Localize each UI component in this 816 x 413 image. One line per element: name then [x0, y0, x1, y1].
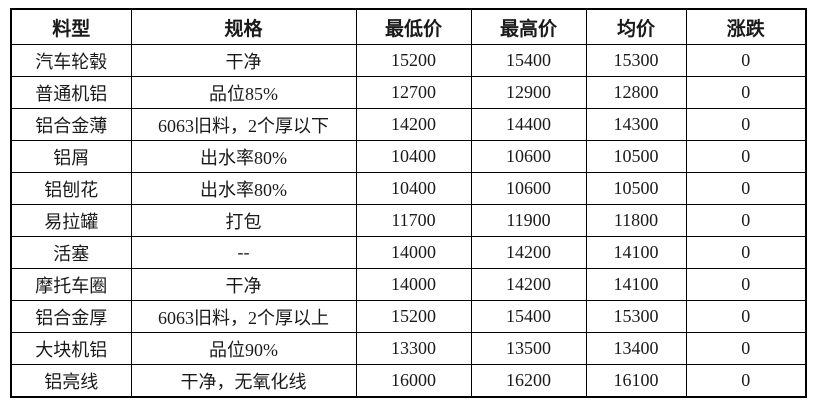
cell-spec: 干净	[130, 268, 357, 301]
cell-min-price: 14200	[355, 108, 472, 141]
cell-spec: 打包	[130, 204, 357, 237]
cell-material: 易拉罐	[10, 204, 132, 237]
cell-change: 0	[685, 364, 807, 398]
cell-material: 摩托车圈	[10, 268, 132, 301]
cell-avg-price: 13400	[585, 332, 687, 365]
cell-avg-price: 15300	[585, 300, 687, 333]
column-header-max-price: 最高价	[470, 8, 587, 45]
cell-max-price: 10600	[470, 140, 587, 173]
cell-spec: 6063旧料，2个厚以下	[130, 108, 357, 141]
cell-max-price: 14200	[470, 236, 587, 269]
table-row: 普通机铝 品位85% 12700 12900 12800 0	[10, 76, 807, 109]
column-header-change: 涨跌	[685, 8, 807, 45]
table-body: 汽车轮毂 干净 15200 15400 15300 0 普通机铝 品位85% 12700 1290…	[10, 44, 807, 398]
table-row: 铝亮线 干净，无氧化线 16000 16200 16100 0	[10, 364, 807, 398]
cell-spec: --	[130, 236, 357, 269]
column-header-min-price: 最低价	[355, 8, 472, 45]
cell-min-price: 10400	[355, 140, 472, 173]
cell-avg-price: 10500	[585, 140, 687, 173]
cell-avg-price: 14300	[585, 108, 687, 141]
cell-spec: 品位90%	[130, 332, 357, 365]
table-row: 大块机铝 品位90% 13300 13500 13400 0	[10, 332, 807, 365]
cell-change: 0	[685, 332, 807, 365]
table-row: 铝屑 出水率80% 10400 10600 10500 0	[10, 140, 807, 173]
cell-max-price: 12900	[470, 76, 587, 109]
cell-change: 0	[685, 204, 807, 237]
cell-spec: 6063旧料，2个厚以上	[130, 300, 357, 333]
cell-change: 0	[685, 44, 807, 77]
table-row: 活塞 -- 14000 14200 14100 0	[10, 236, 807, 269]
cell-material: 铝刨花	[10, 172, 132, 205]
cell-change: 0	[685, 140, 807, 173]
cell-max-price: 15400	[470, 44, 587, 77]
cell-min-price: 12700	[355, 76, 472, 109]
cell-spec: 出水率80%	[130, 172, 357, 205]
cell-material: 大块机铝	[10, 332, 132, 365]
cell-min-price: 16000	[355, 364, 472, 398]
cell-avg-price: 15300	[585, 44, 687, 77]
cell-avg-price: 14100	[585, 268, 687, 301]
column-header-spec: 规格	[130, 8, 357, 45]
cell-min-price: 14000	[355, 268, 472, 301]
table-row: 易拉罐 打包 11700 11900 11800 0	[10, 204, 807, 237]
table-row: 摩托车圈 干净 14000 14200 14100 0	[10, 268, 807, 301]
price-table-container: 料型 规格 最低价 最高价 均价 涨跌 汽车轮毂 干净 15200 15400 1530…	[10, 8, 807, 398]
cell-max-price: 15400	[470, 300, 587, 333]
cell-material: 铝合金薄	[10, 108, 132, 141]
cell-spec: 干净	[130, 44, 357, 77]
cell-material: 普通机铝	[10, 76, 132, 109]
cell-min-price: 14000	[355, 236, 472, 269]
cell-spec: 出水率80%	[130, 140, 357, 173]
cell-spec: 品位85%	[130, 76, 357, 109]
cell-min-price: 10400	[355, 172, 472, 205]
cell-min-price: 11700	[355, 204, 472, 237]
cell-avg-price: 11800	[585, 204, 687, 237]
cell-min-price: 15200	[355, 300, 472, 333]
cell-max-price: 16200	[470, 364, 587, 398]
cell-material: 活塞	[10, 236, 132, 269]
table-row: 铝合金厚 6063旧料，2个厚以上 15200 15400 15300 0	[10, 300, 807, 333]
cell-avg-price: 12800	[585, 76, 687, 109]
cell-change: 0	[685, 268, 807, 301]
cell-change: 0	[685, 236, 807, 269]
cell-material: 汽车轮毂	[10, 44, 132, 77]
cell-min-price: 13300	[355, 332, 472, 365]
header-row: 料型 规格 最低价 最高价 均价 涨跌	[10, 8, 807, 45]
table-header: 料型 规格 最低价 最高价 均价 涨跌	[10, 8, 807, 45]
cell-change: 0	[685, 300, 807, 333]
cell-avg-price: 14100	[585, 236, 687, 269]
cell-max-price: 14200	[470, 268, 587, 301]
cell-max-price: 14400	[470, 108, 587, 141]
cell-avg-price: 16100	[585, 364, 687, 398]
column-header-avg-price: 均价	[585, 8, 687, 45]
table-row: 汽车轮毂 干净 15200 15400 15300 0	[10, 44, 807, 77]
table-row: 铝合金薄 6063旧料，2个厚以下 14200 14400 14300 0	[10, 108, 807, 141]
cell-change: 0	[685, 76, 807, 109]
cell-max-price: 11900	[470, 204, 587, 237]
cell-max-price: 13500	[470, 332, 587, 365]
cell-change: 0	[685, 108, 807, 141]
cell-material: 铝屑	[10, 140, 132, 173]
cell-change: 0	[685, 172, 807, 205]
cell-material: 铝合金厚	[10, 300, 132, 333]
table-row: 铝刨花 出水率80% 10400 10600 10500 0	[10, 172, 807, 205]
column-header-material: 料型	[10, 8, 132, 45]
cell-max-price: 10600	[470, 172, 587, 205]
price-table: 料型 规格 最低价 最高价 均价 涨跌 汽车轮毂 干净 15200 15400 1530…	[10, 8, 807, 398]
cell-material: 铝亮线	[10, 364, 132, 398]
cell-spec: 干净，无氧化线	[130, 364, 357, 398]
cell-avg-price: 10500	[585, 172, 687, 205]
cell-min-price: 15200	[355, 44, 472, 77]
